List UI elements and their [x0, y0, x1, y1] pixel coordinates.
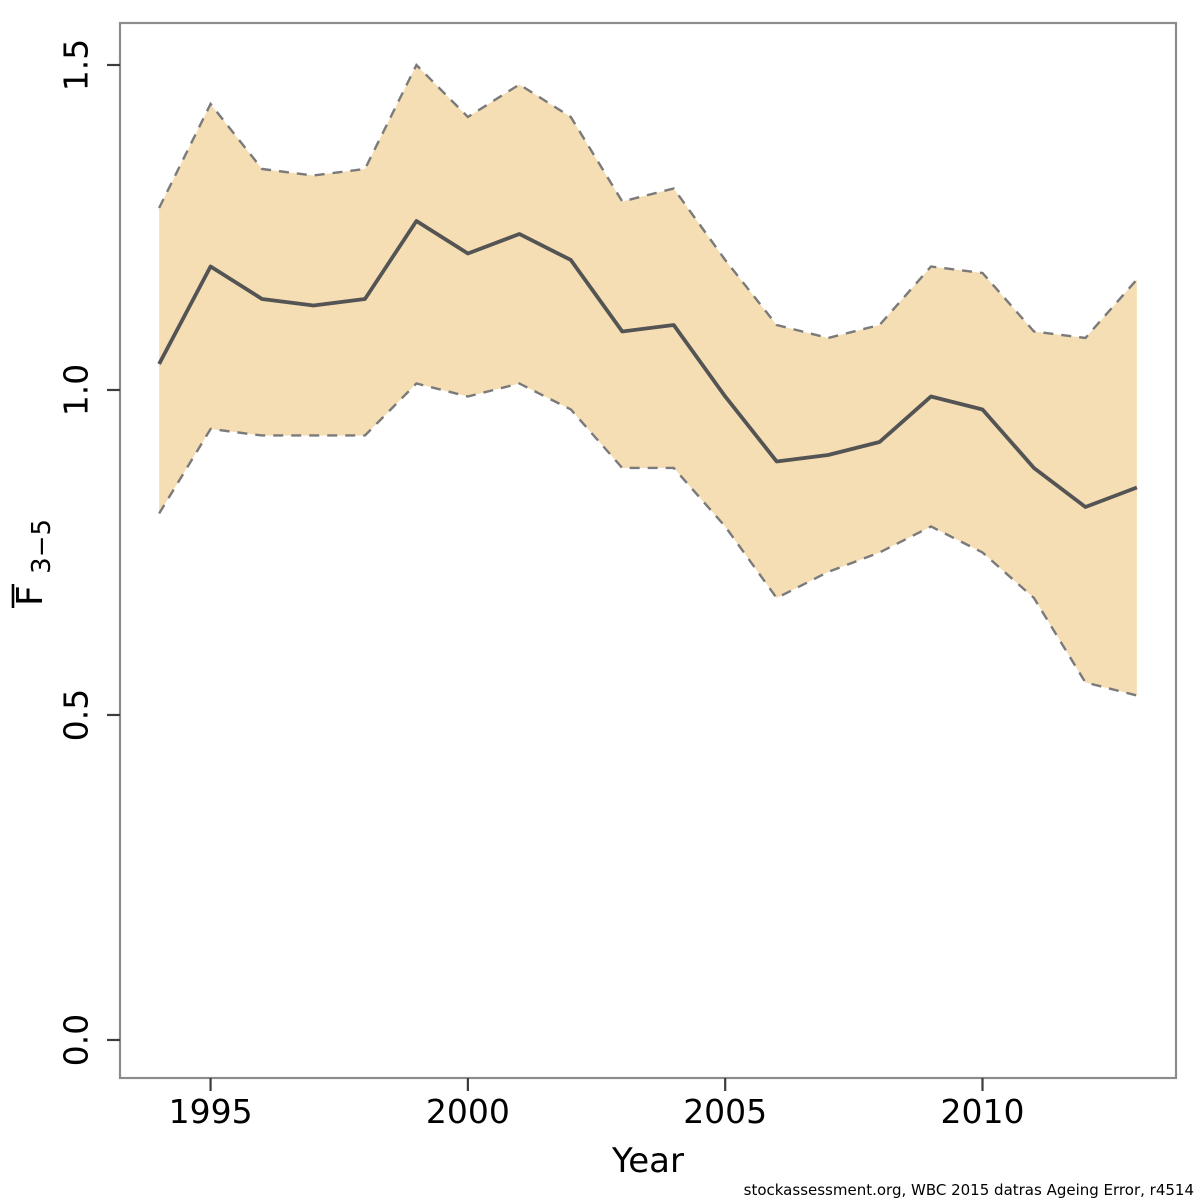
- confidence-band-upper-edge: [158, 62, 1138, 340]
- watermark-credit: stockassessment.org, WBC 2015 datras Age…: [744, 1181, 1194, 1199]
- x-tick-label: 1995: [169, 1092, 253, 1131]
- plot-area: 0.0 0.5 1.0 1.5 1995 2000 2005 2010: [57, 21, 1178, 1131]
- y-tick-label: 0.0: [57, 1014, 96, 1066]
- y-tick-label: 1.0: [57, 364, 96, 416]
- x-tick-label: 2005: [683, 1092, 767, 1131]
- y-tick-label: 1.5: [57, 39, 96, 91]
- y-axis-title-sub: 3−5: [27, 519, 57, 574]
- x-axis-title: Year: [611, 1141, 684, 1181]
- y-axis-title-main: F: [10, 585, 51, 606]
- plot-border: [118, 21, 1178, 1080]
- estimate-line: [157, 219, 1138, 509]
- svg-text:F 3−5: F 3−5: [10, 519, 57, 606]
- x-tick-label: 2000: [426, 1092, 510, 1131]
- x-tick-label: 2010: [941, 1092, 1025, 1131]
- confidence-band-lower-edge: [158, 382, 1138, 697]
- y-axis-title: F 3−5: [10, 519, 57, 608]
- y-tick-label: 0.5: [57, 689, 96, 741]
- confidence-band: [159, 64, 1137, 696]
